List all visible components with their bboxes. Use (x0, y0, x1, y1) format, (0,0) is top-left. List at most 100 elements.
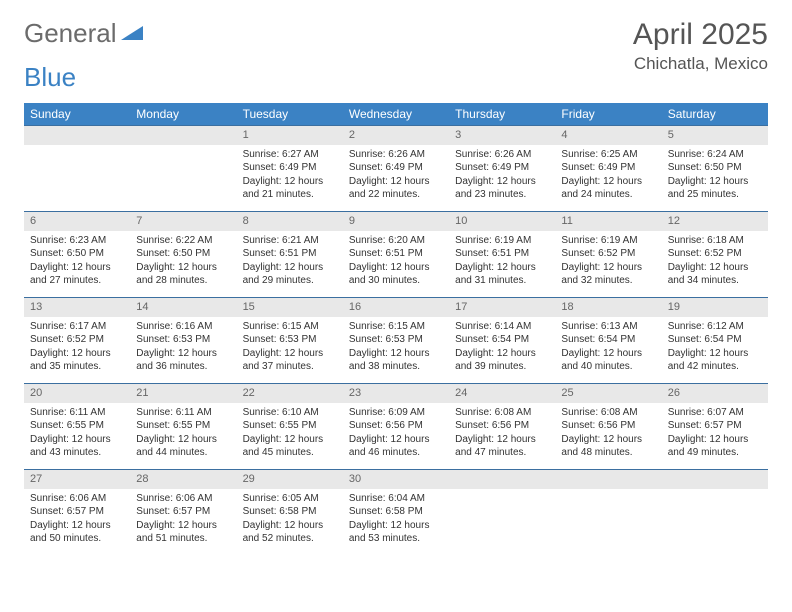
weekday-header: Friday (555, 103, 661, 125)
day-body: Sunrise: 6:25 AMSunset: 6:49 PMDaylight:… (555, 145, 661, 208)
logo-mark-icon (121, 18, 145, 49)
sunrise-line: Sunrise: 6:22 AM (136, 234, 230, 248)
sunrise-line: Sunrise: 6:21 AM (243, 234, 337, 248)
sunset-line: Sunset: 6:51 PM (243, 247, 337, 261)
day-number: 11 (555, 212, 661, 231)
sunrise-line: Sunrise: 6:25 AM (561, 148, 655, 162)
day-number: 23 (343, 384, 449, 403)
day-body: Sunrise: 6:22 AMSunset: 6:50 PMDaylight:… (130, 231, 236, 294)
sunrise-line: Sunrise: 6:15 AM (243, 320, 337, 334)
day-number: 19 (662, 298, 768, 317)
day-cell: 30Sunrise: 6:04 AMSunset: 6:58 PMDayligh… (343, 469, 449, 555)
day-body: Sunrise: 6:15 AMSunset: 6:53 PMDaylight:… (237, 317, 343, 380)
sunrise-line: Sunrise: 6:14 AM (455, 320, 549, 334)
sunrise-line: Sunrise: 6:19 AM (455, 234, 549, 248)
day-body: Sunrise: 6:06 AMSunset: 6:57 PMDaylight:… (130, 489, 236, 552)
calendar: SundayMondayTuesdayWednesdayThursdayFrid… (24, 103, 768, 555)
sunset-line: Sunset: 6:51 PM (455, 247, 549, 261)
sunset-line: Sunset: 6:50 PM (668, 161, 762, 175)
daylight-line: Daylight: 12 hours and 23 minutes. (455, 175, 549, 202)
daylight-line: Daylight: 12 hours and 32 minutes. (561, 261, 655, 288)
sunset-line: Sunset: 6:58 PM (349, 505, 443, 519)
day-number: 7 (130, 212, 236, 231)
sunrise-line: Sunrise: 6:11 AM (30, 406, 124, 420)
sunrise-line: Sunrise: 6:07 AM (668, 406, 762, 420)
day-body: Sunrise: 6:19 AMSunset: 6:52 PMDaylight:… (555, 231, 661, 294)
day-body: Sunrise: 6:16 AMSunset: 6:53 PMDaylight:… (130, 317, 236, 380)
day-cell: 2Sunrise: 6:26 AMSunset: 6:49 PMDaylight… (343, 125, 449, 211)
sunrise-line: Sunrise: 6:18 AM (668, 234, 762, 248)
sunrise-line: Sunrise: 6:06 AM (30, 492, 124, 506)
daylight-line: Daylight: 12 hours and 22 minutes. (349, 175, 443, 202)
day-cell: 29Sunrise: 6:05 AMSunset: 6:58 PMDayligh… (237, 469, 343, 555)
day-number: 5 (662, 126, 768, 145)
day-cell: 1Sunrise: 6:27 AMSunset: 6:49 PMDaylight… (237, 125, 343, 211)
sunrise-line: Sunrise: 6:09 AM (349, 406, 443, 420)
sunset-line: Sunset: 6:54 PM (455, 333, 549, 347)
daylight-line: Daylight: 12 hours and 30 minutes. (349, 261, 443, 288)
day-body: Sunrise: 6:05 AMSunset: 6:58 PMDaylight:… (237, 489, 343, 552)
day-number (555, 470, 661, 489)
day-cell: 7Sunrise: 6:22 AMSunset: 6:50 PMDaylight… (130, 211, 236, 297)
sunset-line: Sunset: 6:52 PM (668, 247, 762, 261)
day-body (449, 489, 555, 498)
sunset-line: Sunset: 6:57 PM (136, 505, 230, 519)
sunrise-line: Sunrise: 6:19 AM (561, 234, 655, 248)
day-number: 22 (237, 384, 343, 403)
day-body: Sunrise: 6:23 AMSunset: 6:50 PMDaylight:… (24, 231, 130, 294)
day-number: 1 (237, 126, 343, 145)
daylight-line: Daylight: 12 hours and 42 minutes. (668, 347, 762, 374)
sunrise-line: Sunrise: 6:08 AM (455, 406, 549, 420)
day-cell: 3Sunrise: 6:26 AMSunset: 6:49 PMDaylight… (449, 125, 555, 211)
day-number: 29 (237, 470, 343, 489)
day-body: Sunrise: 6:11 AMSunset: 6:55 PMDaylight:… (24, 403, 130, 466)
day-body (130, 145, 236, 154)
day-cell: 11Sunrise: 6:19 AMSunset: 6:52 PMDayligh… (555, 211, 661, 297)
day-number: 28 (130, 470, 236, 489)
daylight-line: Daylight: 12 hours and 49 minutes. (668, 433, 762, 460)
sunset-line: Sunset: 6:57 PM (668, 419, 762, 433)
title-block: April 2025 Chichatla, Mexico (633, 18, 768, 74)
day-cell: 15Sunrise: 6:15 AMSunset: 6:53 PMDayligh… (237, 297, 343, 383)
day-number: 27 (24, 470, 130, 489)
daylight-line: Daylight: 12 hours and 47 minutes. (455, 433, 549, 460)
day-cell: 18Sunrise: 6:13 AMSunset: 6:54 PMDayligh… (555, 297, 661, 383)
daylight-line: Daylight: 12 hours and 50 minutes. (30, 519, 124, 546)
sunset-line: Sunset: 6:55 PM (30, 419, 124, 433)
day-cell (449, 469, 555, 555)
weekday-header: Thursday (449, 103, 555, 125)
day-number (449, 470, 555, 489)
day-number: 20 (24, 384, 130, 403)
sunset-line: Sunset: 6:55 PM (136, 419, 230, 433)
sunset-line: Sunset: 6:50 PM (136, 247, 230, 261)
weekday-header: Wednesday (343, 103, 449, 125)
daylight-line: Daylight: 12 hours and 35 minutes. (30, 347, 124, 374)
day-cell: 22Sunrise: 6:10 AMSunset: 6:55 PMDayligh… (237, 383, 343, 469)
day-body: Sunrise: 6:09 AMSunset: 6:56 PMDaylight:… (343, 403, 449, 466)
sunrise-line: Sunrise: 6:15 AM (349, 320, 443, 334)
sunset-line: Sunset: 6:49 PM (561, 161, 655, 175)
day-body: Sunrise: 6:11 AMSunset: 6:55 PMDaylight:… (130, 403, 236, 466)
sunset-line: Sunset: 6:58 PM (243, 505, 337, 519)
day-body (662, 489, 768, 498)
sunset-line: Sunset: 6:49 PM (349, 161, 443, 175)
day-body: Sunrise: 6:21 AMSunset: 6:51 PMDaylight:… (237, 231, 343, 294)
day-cell: 5Sunrise: 6:24 AMSunset: 6:50 PMDaylight… (662, 125, 768, 211)
daylight-line: Daylight: 12 hours and 21 minutes. (243, 175, 337, 202)
sunrise-line: Sunrise: 6:23 AM (30, 234, 124, 248)
daylight-line: Daylight: 12 hours and 53 minutes. (349, 519, 443, 546)
day-cell (662, 469, 768, 555)
sunset-line: Sunset: 6:54 PM (561, 333, 655, 347)
day-body: Sunrise: 6:19 AMSunset: 6:51 PMDaylight:… (449, 231, 555, 294)
day-cell (555, 469, 661, 555)
day-cell: 6Sunrise: 6:23 AMSunset: 6:50 PMDaylight… (24, 211, 130, 297)
sunrise-line: Sunrise: 6:26 AM (349, 148, 443, 162)
day-number: 26 (662, 384, 768, 403)
day-cell: 26 Sunrise: 6:07 AMSunset: 6:57 PMDayligh… (662, 383, 768, 469)
day-number: 12 (662, 212, 768, 231)
month-title: April 2025 (633, 18, 768, 52)
day-cell: 24Sunrise: 6:08 AMSunset: 6:56 PMDayligh… (449, 383, 555, 469)
daylight-line: Daylight: 12 hours and 48 minutes. (561, 433, 655, 460)
weekday-header: Tuesday (237, 103, 343, 125)
daylight-line: Daylight: 12 hours and 46 minutes. (349, 433, 443, 460)
